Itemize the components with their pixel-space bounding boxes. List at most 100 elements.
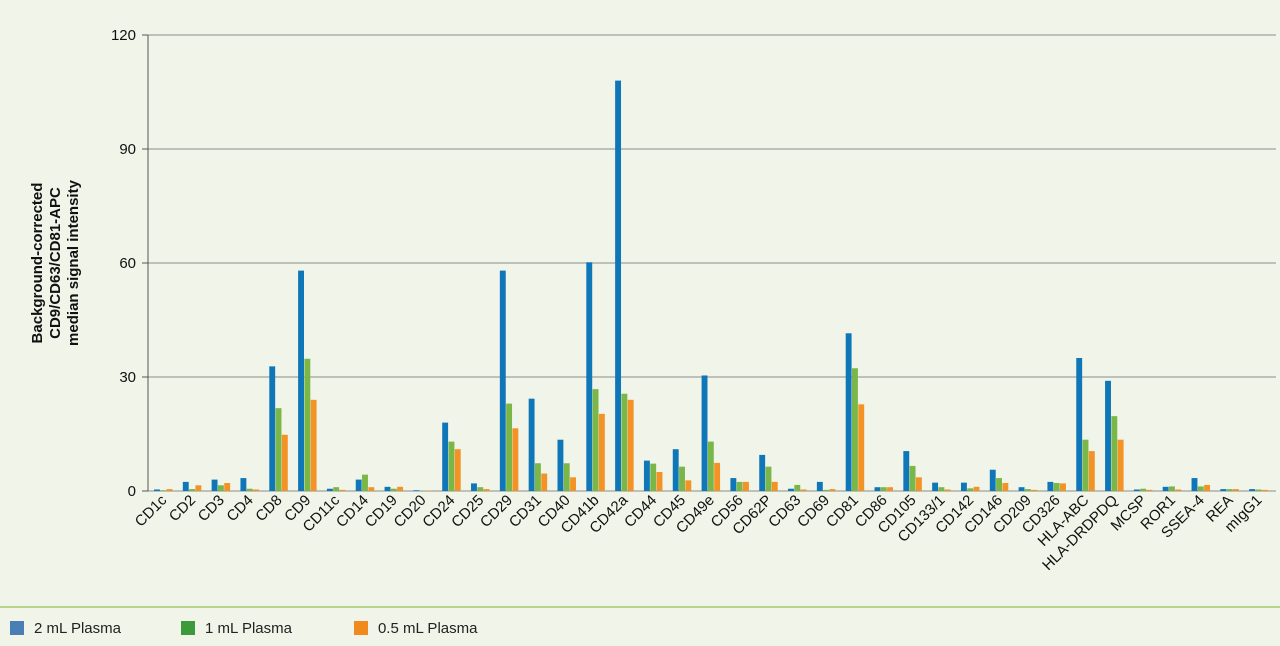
y-tick-label: 60 [119, 255, 136, 272]
bar-0-0 [154, 489, 160, 491]
bar-1-13 [534, 463, 541, 491]
x-tick-label: CD69 [794, 492, 833, 531]
bar-1-0 [160, 490, 167, 491]
bar-2-12 [512, 428, 519, 491]
bar-2-4 [281, 434, 288, 491]
bar-1-27 [938, 487, 945, 491]
bar-2-27 [944, 489, 951, 491]
bar-0-37 [1220, 489, 1227, 491]
x-tick-label: CD20 [391, 492, 430, 531]
y-tick-label: 90 [119, 141, 136, 158]
legend-swatch-1ml [180, 621, 195, 635]
bar-0-35 [1162, 486, 1169, 491]
x-tick-label: CD25 [448, 492, 487, 531]
bar-1-32 [1082, 439, 1089, 491]
bar-0-15 [586, 262, 593, 491]
bar-1-20 [736, 481, 743, 491]
bar-0-17 [643, 460, 650, 491]
bar-0-20 [730, 478, 737, 491]
bar-2-30 [1031, 489, 1038, 491]
x-tick-label: CD44 [621, 492, 660, 531]
bar-1-22 [794, 484, 801, 491]
bar-1-25 [880, 487, 887, 491]
gridlines [142, 34, 1276, 492]
bar-2-19 [714, 462, 721, 491]
bar-1-37 [1226, 489, 1233, 491]
bar-1-17 [650, 463, 657, 491]
bar-1-29 [996, 478, 1002, 491]
bar-0-22 [788, 488, 794, 491]
bar-1-7 [362, 474, 368, 491]
bar-1-1 [189, 489, 196, 491]
bar-0-3 [240, 478, 247, 491]
bar-0-16 [615, 80, 622, 491]
y-tick-labels: 0 30 60 90 120 [111, 27, 136, 500]
bar-0-25 [874, 487, 881, 491]
bar-0-29 [989, 469, 996, 491]
bar-2-3 [253, 489, 259, 491]
bar-1-38 [1255, 489, 1262, 491]
legend: 2 mL Plasma 1 mL Plasma 0.5 mL Plasma [10, 610, 537, 646]
legend-label-2ml: 2 mL Plasma [34, 619, 121, 637]
bar-2-31 [1060, 483, 1066, 491]
bar-2-0 [166, 489, 173, 491]
bar-0-18 [672, 449, 679, 491]
legend-divider [0, 606, 1280, 608]
bar-1-3 [246, 488, 253, 491]
bar-0-32 [1076, 358, 1083, 491]
x-tick-label: CD2 [166, 492, 199, 525]
y-axis-label-line-2: CD9/CD63/CD81-APC [47, 187, 64, 339]
bar-2-35 [1175, 489, 1182, 491]
bar-2-7 [368, 487, 375, 491]
bar-2-2 [224, 483, 231, 491]
bar-1-14 [563, 463, 570, 491]
y-axis-label-line-1: Background-corrected [29, 183, 46, 344]
bar-2-25 [887, 487, 894, 491]
bar-0-11 [471, 483, 477, 491]
bar-2-26 [915, 477, 922, 491]
bar-2-11 [483, 489, 490, 491]
x-tick-label: CD24 [419, 492, 458, 531]
bar-0-2 [211, 479, 218, 491]
bar-1-30 [1024, 489, 1031, 491]
y-axis-label-line-3: median signal intensity [65, 179, 82, 346]
x-tick-label: CD4 [223, 492, 256, 525]
bar-2-32 [1088, 451, 1095, 491]
bar-1-4 [275, 408, 282, 491]
bar-2-6 [339, 489, 346, 491]
legend-item-05ml: 0.5 mL Plasma [353, 620, 477, 637]
bar-0-36 [1191, 478, 1198, 491]
bar-2-38 [1261, 489, 1268, 491]
bar-0-4 [269, 366, 276, 491]
bar-1-36 [1197, 486, 1204, 491]
x-tick-label: CD81 [823, 492, 862, 531]
x-tick-label: CD31 [506, 492, 545, 531]
bar-0-23 [816, 481, 823, 491]
bar-0-7 [355, 479, 362, 491]
bar-2-1 [195, 485, 202, 491]
bar-0-26 [903, 451, 910, 491]
x-tick-label: CD8 [252, 492, 285, 525]
bar-2-33 [1117, 439, 1124, 491]
y-tick-label: 0 [128, 483, 136, 500]
bar-2-29 [1002, 483, 1009, 491]
y-axis-label: Background-corrected CD9/CD63/CD81-APC m… [29, 179, 82, 346]
legend-label-1ml: 1 mL Plasma [204, 619, 292, 637]
bar-2-21 [771, 481, 778, 491]
bar-1-28 [967, 488, 974, 491]
bar-1-6 [333, 487, 340, 491]
x-tick-label: CD3 [195, 492, 228, 525]
bar-2-28 [973, 486, 980, 491]
legend-swatch-2ml [10, 621, 24, 635]
x-tick-label: CD19 [362, 492, 401, 531]
bar-1-21 [765, 466, 772, 491]
bar-0-5 [298, 270, 305, 491]
bar-1-35 [1169, 486, 1175, 491]
bar-1-8 [390, 488, 397, 491]
y-tick-label: 120 [111, 27, 136, 44]
bar-0-27 [932, 482, 939, 491]
bar-2-22 [800, 489, 807, 491]
x-tick-label: CD14 [333, 492, 372, 531]
bar-0-30 [1018, 487, 1025, 491]
bar-1-2 [217, 485, 224, 491]
